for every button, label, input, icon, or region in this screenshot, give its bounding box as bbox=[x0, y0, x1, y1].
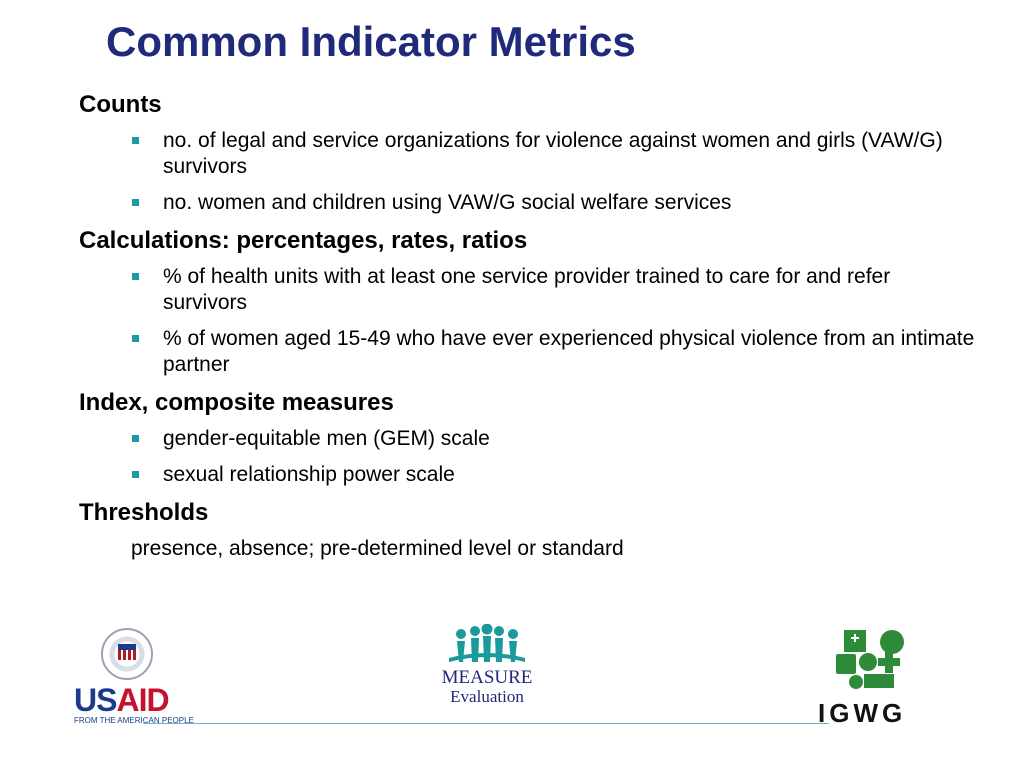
bullet-item: no. of legal and service organizations f… bbox=[79, 128, 979, 180]
section-calculations: Calculations: percentages, rates, ratios… bbox=[79, 226, 979, 378]
bullet-list: no. of legal and service organizations f… bbox=[79, 128, 979, 216]
bullet-text: sexual relationship power scale bbox=[163, 463, 455, 486]
igwg-emblem-icon bbox=[836, 630, 904, 689]
usaid-seal-icon bbox=[101, 628, 153, 680]
square-bullet-icon bbox=[132, 435, 139, 442]
slide-title: Common Indicator Metrics bbox=[106, 18, 636, 65]
section-heading: Thresholds bbox=[79, 499, 209, 526]
measure-wordmark: MEASURE bbox=[441, 667, 533, 688]
thresholds-text: presence, absence; pre-determined level … bbox=[131, 537, 624, 560]
igwg-logo: IGWG bbox=[818, 628, 918, 728]
square-bullet-icon bbox=[132, 335, 139, 342]
bullet-item: sexual relationship power scale bbox=[79, 462, 979, 488]
square-bullet-icon bbox=[132, 273, 139, 280]
usaid-tagline: FROM THE AMERICAN PEOPLE bbox=[74, 716, 194, 725]
bullet-item: gender-equitable men (GEM) scale bbox=[79, 426, 979, 452]
bullet-text: % of women aged 15-49 who have ever expe… bbox=[163, 327, 975, 376]
bullet-text: gender-equitable men (GEM) scale bbox=[163, 427, 490, 450]
bullet-text: % of health units with at least one serv… bbox=[163, 265, 891, 314]
square-bullet-icon bbox=[132, 137, 139, 144]
section-index: Index, composite measures gender-equitab… bbox=[79, 388, 979, 488]
section-heading: Counts bbox=[79, 91, 162, 118]
bullet-item: % of women aged 15-49 who have ever expe… bbox=[79, 326, 979, 378]
section-heading: Index, composite measures bbox=[79, 389, 394, 416]
usaid-wordmark: USAID bbox=[74, 682, 170, 718]
people-group-icon bbox=[449, 624, 525, 662]
bullet-item: no. women and children using VAW/G socia… bbox=[79, 190, 979, 216]
bullet-text: no. of legal and service organizations f… bbox=[163, 129, 943, 178]
square-bullet-icon bbox=[132, 471, 139, 478]
section-heading: Calculations: percentages, rates, ratios bbox=[79, 227, 528, 254]
slide-body: Counts no. of legal and service organiza… bbox=[79, 90, 979, 566]
usaid-logo: USAID FROM THE AMERICAN PEOPLE bbox=[74, 628, 194, 728]
bullet-list: gender-equitable men (GEM) scale sexual … bbox=[79, 426, 979, 488]
footer-logos: USAID FROM THE AMERICAN PEOPLE MEASURE E… bbox=[0, 620, 1024, 768]
bullet-item: % of health units with at least one serv… bbox=[79, 264, 979, 316]
square-bullet-icon bbox=[132, 199, 139, 206]
section-thresholds: Thresholds presence, absence; pre-determ… bbox=[79, 498, 979, 562]
footer-divider bbox=[143, 723, 829, 724]
bullet-list: % of health units with at least one serv… bbox=[79, 264, 979, 378]
bullet-text: no. women and children using VAW/G socia… bbox=[163, 191, 732, 214]
measure-evaluation-logo: MEASURE Evaluation bbox=[441, 624, 533, 724]
section-counts: Counts no. of legal and service organiza… bbox=[79, 90, 979, 216]
evaluation-wordmark: Evaluation bbox=[450, 687, 524, 706]
igwg-wordmark: IGWG bbox=[818, 698, 907, 728]
